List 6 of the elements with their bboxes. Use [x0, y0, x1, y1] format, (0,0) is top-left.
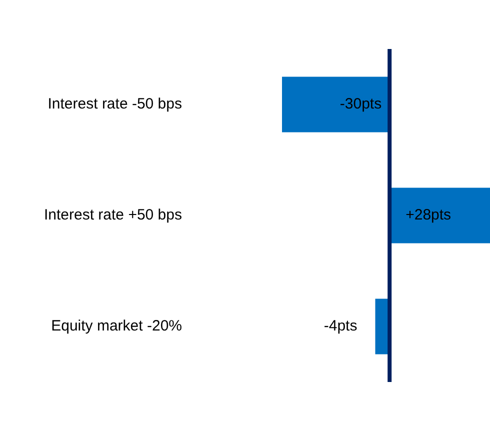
y-tick-label: Equity market -20%: [51, 318, 182, 335]
y-tick-label: Interest rate +50 bps: [44, 206, 182, 224]
y-tick-label: Interest rate -50 bps: [48, 96, 182, 113]
data-label: -30pts: [340, 96, 382, 113]
data-label: -4pts: [324, 318, 358, 335]
data-label: +28pts: [406, 206, 452, 224]
